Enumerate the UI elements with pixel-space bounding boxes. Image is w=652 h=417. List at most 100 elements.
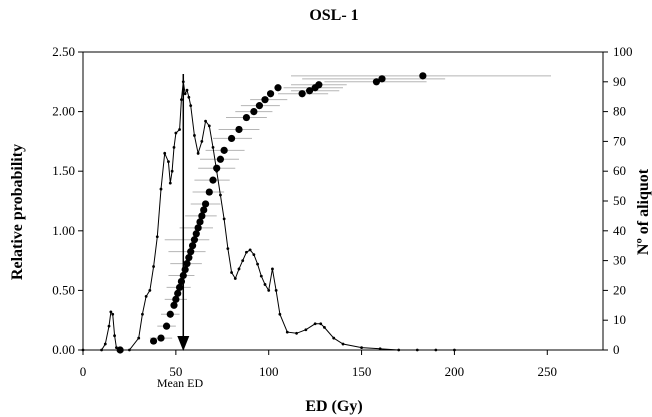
y-axis: 0.00 0.50 1.00 1.50 2.00 2.50 (52, 44, 83, 357)
density-point (163, 151, 167, 155)
density-point (267, 289, 271, 292)
density-point (397, 348, 401, 352)
y2-tick-label: 60 (613, 163, 626, 178)
density-point (304, 328, 308, 332)
density-point (230, 271, 233, 274)
y2-axis-label-group: Nº of aliquot (635, 168, 652, 255)
density-point (170, 169, 174, 173)
density-point (174, 131, 178, 135)
density-point (159, 187, 163, 191)
error-bars (149, 75, 551, 339)
aliquot-point (201, 200, 210, 208)
aliquot-point (200, 206, 208, 214)
aliquot-point (255, 102, 264, 110)
x-tick-label: 50 (169, 364, 182, 379)
density-point (248, 248, 252, 252)
x-axis-label: ED (Gy) (305, 398, 362, 415)
y-tick-label: 1.50 (52, 163, 75, 178)
x-axis: 0 50 100 150 200 250 (80, 350, 557, 379)
density-point (313, 322, 317, 326)
density-point (167, 160, 170, 164)
x-tick-label: 0 (80, 364, 87, 379)
aliquot-point (220, 146, 228, 154)
aliquot-point (170, 301, 178, 309)
density-point (219, 193, 222, 197)
aliquot-point (190, 236, 199, 244)
aliquot-point (188, 242, 197, 250)
density-point (113, 334, 116, 338)
x-tick-label: 100 (259, 364, 279, 379)
density-point (222, 217, 226, 221)
y2-tick-label: 90 (613, 74, 626, 89)
aliquot-point (172, 295, 180, 303)
aliquot-point (196, 218, 204, 226)
density-point (152, 265, 155, 268)
aliquot-point (192, 230, 200, 238)
mean-ed-label: Mean ED (157, 376, 204, 390)
density-point (183, 92, 187, 96)
density-point (178, 128, 181, 131)
y2-tick-label: 0 (613, 342, 620, 357)
aliquot-point (227, 134, 236, 143)
aliquot-point (372, 78, 381, 86)
density-point (278, 312, 282, 316)
density-point (245, 250, 248, 254)
y-tick-label: 2.00 (52, 104, 75, 119)
y2-axis: 0 10 20 30 40 50 60 70 80 90 100 (603, 44, 633, 357)
aliquot-point (149, 337, 158, 345)
y2-tick-label: 100 (613, 44, 633, 59)
y2-tick-label: 80 (613, 104, 626, 119)
aliquot-point (157, 334, 165, 342)
density-point (189, 104, 193, 108)
aliquot-point (298, 90, 306, 98)
probability-curve (81, 80, 456, 352)
aliquot-point (198, 212, 206, 220)
y-tick-label: 0.50 (52, 282, 75, 297)
density-point (252, 253, 256, 257)
aliquot-point (266, 90, 275, 98)
plot-frame (82, 51, 604, 351)
density-point (103, 342, 107, 346)
density-line (83, 81, 455, 351)
density-point (185, 88, 189, 92)
density-point (233, 277, 237, 280)
density-point (256, 262, 259, 266)
density-point (111, 312, 115, 316)
density-point (211, 145, 215, 149)
y2-tick-label: 70 (613, 133, 626, 148)
aliquot-point (183, 259, 191, 268)
density-point (204, 119, 207, 123)
aliquot-point (205, 188, 213, 196)
density-point (200, 140, 204, 143)
density-point (109, 310, 113, 314)
aliquot-point (213, 164, 221, 172)
aliquot-point (185, 254, 193, 262)
density-point (196, 151, 200, 155)
aliquot-point (194, 224, 202, 232)
density-point (295, 331, 298, 335)
y2-tick-label: 10 (613, 312, 626, 327)
density-point (271, 267, 274, 271)
y2-tick-label: 30 (613, 253, 626, 268)
density-point (434, 348, 438, 352)
density-point (259, 274, 263, 278)
chart-title: OSL- 1 (309, 7, 358, 24)
density-point (168, 181, 172, 185)
density-point (172, 145, 176, 149)
density-point (319, 322, 323, 326)
mean-ed-arrowhead (177, 336, 190, 351)
aliquot-point (216, 155, 225, 163)
density-point (415, 348, 419, 352)
density-point (100, 348, 103, 352)
y-tick-label: 2.50 (52, 44, 75, 59)
aliquot-point (250, 108, 258, 116)
density-point (128, 348, 131, 352)
aliquot-point (187, 248, 195, 256)
density-point (360, 346, 363, 350)
aliquot-points (116, 72, 427, 354)
aliquot-point (419, 72, 427, 80)
density-point (137, 336, 141, 340)
aliquot-point (261, 96, 269, 104)
density-point (187, 95, 191, 99)
density-point (285, 330, 289, 334)
